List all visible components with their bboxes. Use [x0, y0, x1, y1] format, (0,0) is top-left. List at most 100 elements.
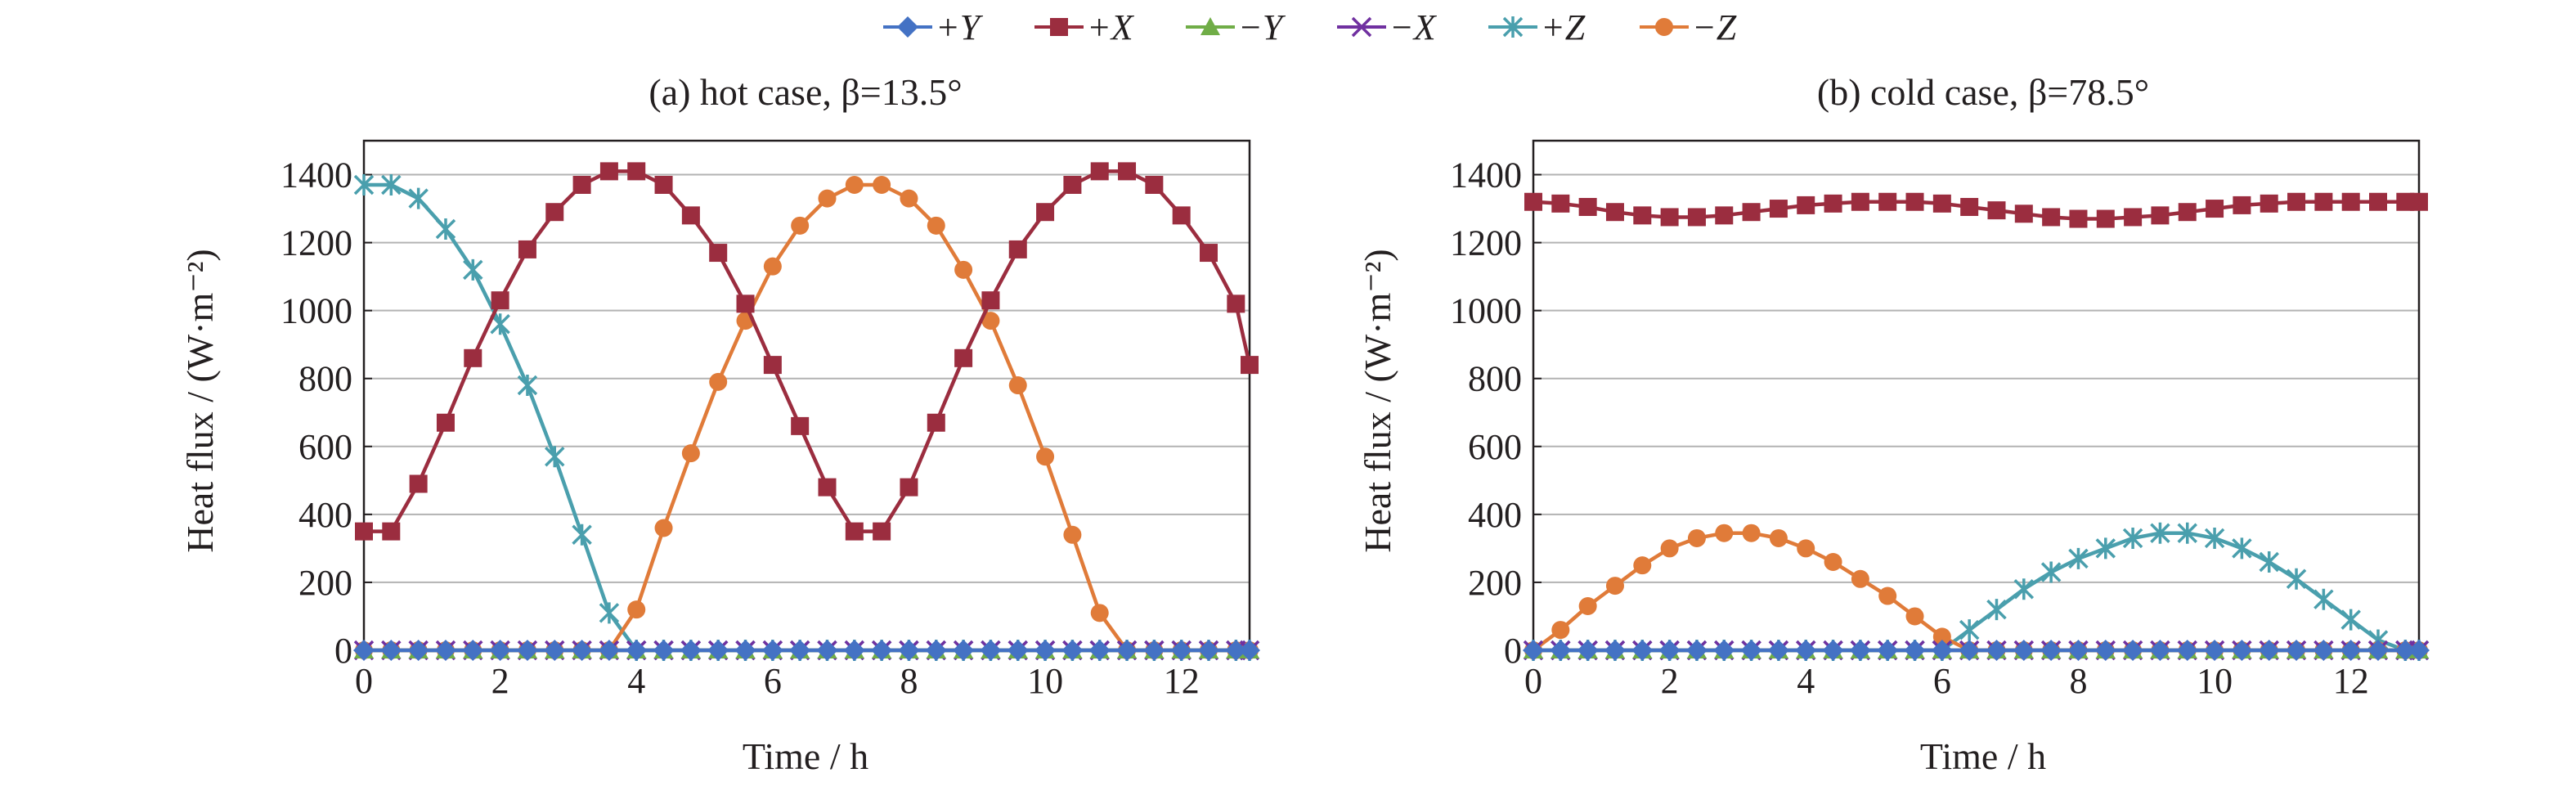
data-point: [1878, 192, 1897, 211]
data-point: [1687, 208, 1706, 227]
data-point: [1227, 294, 1245, 313]
data-point: [2206, 200, 2224, 218]
data-point: [2069, 209, 2088, 228]
data-point: [2013, 578, 2035, 600]
data-point: [900, 478, 918, 497]
data-point: [1849, 640, 1871, 661]
data-point: [1851, 192, 1869, 211]
data-point: [1118, 162, 1137, 181]
data-point: [927, 216, 945, 235]
data-point: [435, 218, 456, 240]
data-point: [1824, 553, 1842, 572]
y-tick-label: 800: [1468, 359, 1522, 399]
data-point: [463, 258, 483, 281]
legend-label: −Z: [1692, 7, 1737, 47]
data-point: [1551, 621, 1570, 640]
data-point: [2013, 640, 2035, 661]
data-point: [2094, 640, 2116, 661]
data-point: [2204, 640, 2226, 661]
data-point: [789, 640, 811, 661]
data-point: [1036, 447, 1055, 466]
data-point: [1063, 175, 1082, 194]
data-point: [407, 640, 429, 661]
data-point: [2408, 640, 2430, 661]
data-point: [434, 640, 456, 661]
data-point: [654, 175, 673, 194]
data-point: [2231, 640, 2253, 661]
data-point: [462, 640, 484, 661]
legend-swatch-marker: [1655, 18, 1673, 36]
data-point: [1959, 640, 1981, 661]
data-point: [2394, 640, 2417, 661]
data-point: [1090, 162, 1109, 181]
data-point: [709, 372, 728, 391]
y-tick-label: 0: [1504, 631, 1522, 671]
data-point: [2149, 640, 2171, 661]
grid-lines: [1533, 173, 2419, 651]
x-tick-label: 6: [764, 661, 782, 701]
data-point: [1797, 539, 1815, 558]
data-point: [2151, 206, 2170, 225]
x-tick-label: 6: [1933, 661, 1951, 701]
data-point: [1986, 640, 2008, 661]
data-point: [572, 524, 592, 546]
data-point: [1715, 206, 1734, 225]
data-point: [954, 260, 973, 279]
data-point: [1687, 528, 1706, 547]
data-point: [353, 640, 375, 661]
data-point: [1931, 640, 1953, 661]
legend-label: +Y: [936, 7, 984, 47]
y-tick-label: 1200: [280, 223, 352, 263]
legend-label: −Y: [1238, 7, 1286, 47]
data-point: [900, 189, 918, 208]
series-plusminus-X: [355, 162, 1259, 541]
y-tick-label: 0: [334, 631, 352, 671]
legend-swatch-marker: [1050, 18, 1068, 36]
data-point: [709, 244, 728, 263]
x-tick-label: 10: [1027, 661, 1063, 701]
data-point: [816, 640, 838, 661]
data-point: [2122, 527, 2143, 549]
data-point: [873, 175, 891, 194]
data-point: [627, 600, 646, 619]
data-point: [981, 312, 1000, 330]
data-point: [2396, 192, 2415, 211]
data-point: [761, 640, 783, 661]
data-point: [1685, 640, 1708, 661]
data-point: [873, 522, 891, 541]
x-tick-label: 2: [491, 661, 509, 701]
data-point: [2014, 204, 2033, 223]
data-point: [954, 348, 973, 367]
legend-swatch-marker: [1351, 16, 1372, 38]
data-point: [491, 291, 509, 310]
data-point: [1715, 524, 1734, 542]
data-point: [2122, 640, 2144, 661]
data-point: [927, 413, 945, 432]
data-point: [1740, 640, 1762, 661]
data-point: [516, 640, 538, 661]
legend-item-minus-X: −X: [1337, 7, 1438, 47]
data-point: [627, 162, 646, 181]
data-point: [1878, 587, 1897, 605]
data-point: [1225, 640, 1247, 661]
series-plusminus-Z: [1523, 522, 2430, 661]
data-point: [1822, 640, 1844, 661]
data-point: [381, 173, 402, 196]
legend-item-minus-Z: −Z: [1640, 7, 1737, 47]
data-point: [791, 416, 810, 435]
data-point: [1769, 528, 1788, 547]
data-point: [1061, 640, 1084, 661]
data-point: [1742, 203, 1761, 222]
data-point: [1200, 244, 1218, 263]
data-point: [1767, 640, 1789, 661]
data-point: [2410, 192, 2428, 211]
panel-cold-case: (b) cold case, β=78.5° Time / h Heat flu…: [1357, 71, 2430, 777]
y-tick-label: 200: [298, 563, 352, 603]
legend-item-minus-Y: −Y: [1186, 7, 1286, 47]
data-point: [2042, 208, 2061, 227]
data-point: [2204, 527, 2225, 549]
data-point: [2124, 208, 2143, 227]
data-point: [517, 375, 538, 397]
data-point: [572, 175, 591, 194]
data-point: [2095, 537, 2116, 560]
